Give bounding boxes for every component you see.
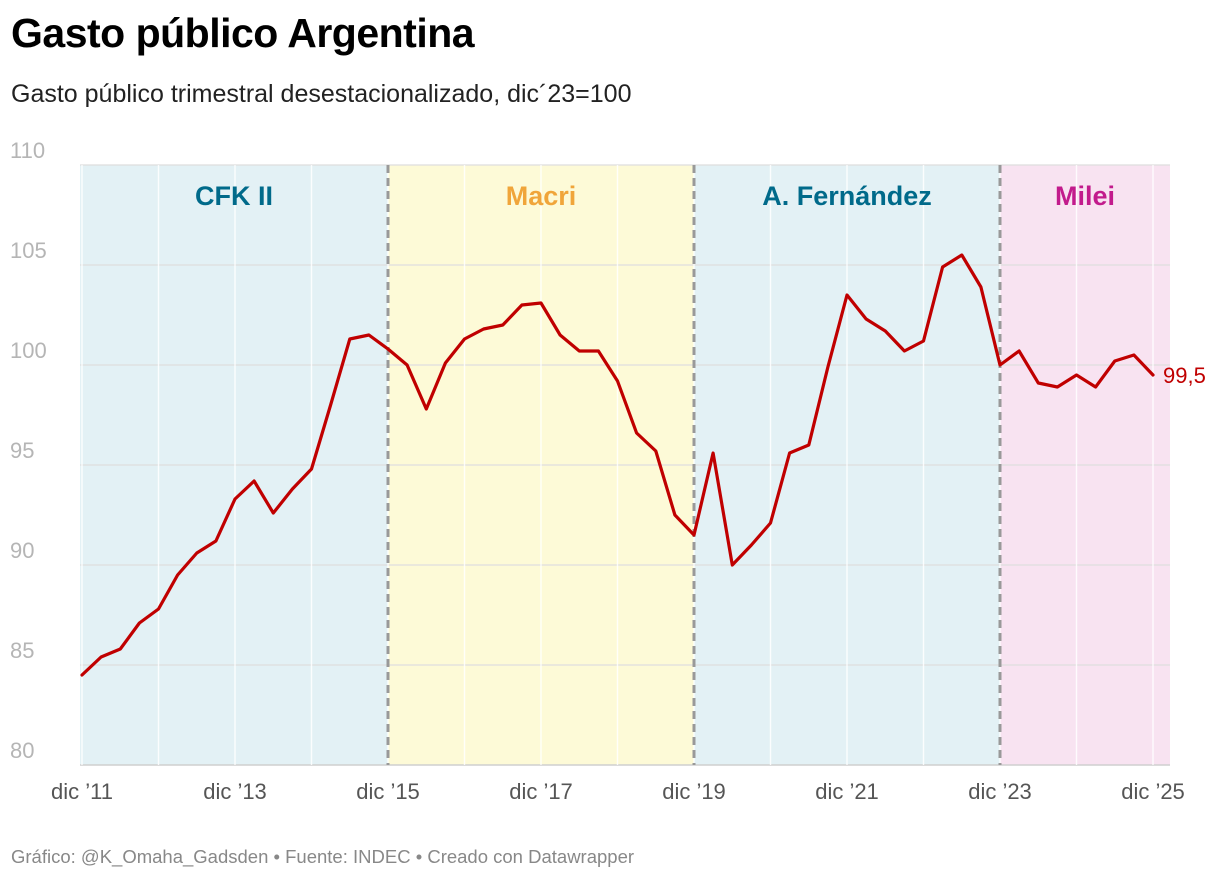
data-point [442, 360, 448, 366]
period-label-0: CFK II [195, 181, 273, 211]
data-point [289, 486, 295, 492]
y-tick-label-0: 80 [10, 738, 34, 763]
data-point [404, 362, 410, 368]
chart-credit: Gráfico: @K_Omaha_Gadsden [11, 846, 269, 867]
data-point [117, 646, 123, 652]
data-point [615, 378, 621, 384]
data-point [653, 448, 659, 454]
data-point [806, 442, 812, 448]
y-axis-ticks: 80 85 90 95 100 105 110 [10, 138, 47, 763]
y-tick-label-4: 100 [10, 338, 47, 363]
data-point [251, 478, 257, 484]
x-tick-label-0: dic ’11 [51, 779, 113, 804]
data-point [1074, 372, 1080, 378]
period-labels: CFK II Macri A. Fernández Milei [195, 181, 1115, 211]
data-point [959, 252, 965, 258]
data-point [978, 284, 984, 290]
y-tick-label-6: 110 [10, 138, 45, 163]
data-point [901, 348, 907, 354]
data-point [98, 654, 104, 660]
x-tick-label-5: dic ’21 [815, 779, 879, 804]
period-label-1: Macri [506, 181, 577, 211]
y-tick-label-5: 105 [10, 238, 47, 263]
y-tick-label-1: 85 [10, 638, 34, 663]
tool-credit: Creado con Datawrapper [427, 846, 635, 867]
series-layer: 99,5 [79, 252, 1206, 678]
period-dividers [386, 165, 1002, 765]
data-point [882, 328, 888, 334]
data-point [270, 510, 276, 516]
data-point [309, 466, 315, 472]
data-point [634, 430, 640, 436]
data-point [997, 362, 1003, 368]
data-point [768, 520, 774, 526]
footer-separator-1: • [273, 846, 280, 867]
data-point [1131, 352, 1137, 358]
footer-separator-2: • [415, 846, 423, 867]
data-point [1093, 384, 1099, 390]
data-point [423, 406, 429, 412]
data-point [729, 562, 735, 568]
data-point [232, 496, 238, 502]
data-point [691, 532, 697, 538]
data-point [519, 302, 525, 308]
source-credit: Fuente: INDEC [285, 846, 411, 867]
data-point [500, 322, 506, 328]
data-point [595, 348, 601, 354]
data-point [366, 332, 372, 338]
period-label-2: A. Fernández [762, 181, 932, 211]
data-point [156, 606, 162, 612]
data-point [748, 542, 754, 548]
data-point [136, 620, 142, 626]
chart-subtitle: Gasto público trimestral desestacionaliz… [11, 80, 632, 108]
x-tick-label-3: dic ’17 [509, 779, 573, 804]
x-tick-label-2: dic ’15 [356, 779, 420, 804]
x-axis-ticks: dic ’11 dic ’13 dic ’15 dic ’17 dic ’19 dic ’… [51, 779, 1185, 804]
series-line-0 [80, 253, 1155, 677]
data-point [672, 512, 678, 518]
data-point [825, 364, 831, 370]
chart-title: Gasto público Argentina [11, 10, 475, 56]
data-point [79, 672, 85, 678]
data-point [844, 292, 850, 298]
data-point [347, 336, 353, 342]
data-point [462, 336, 468, 342]
data-point [576, 348, 582, 354]
x-tick-label-4: dic ’19 [662, 779, 726, 804]
data-point [787, 450, 793, 456]
data-point [385, 346, 391, 352]
x-tick-label-1: dic ’13 [203, 779, 267, 804]
data-point [538, 300, 544, 306]
end-value-label: 99,5 [1163, 363, 1206, 388]
data-point [863, 316, 869, 322]
footer: Gráfico: @K_Omaha_Gadsden • Fuente: INDE… [11, 846, 634, 868]
data-point [1016, 348, 1022, 354]
x-tick-label-7: dic ’25 [1121, 779, 1185, 804]
data-point [921, 338, 927, 344]
data-point [328, 402, 334, 408]
data-point [710, 450, 716, 456]
data-point [175, 572, 181, 578]
x-tick-label-6: dic ’23 [968, 779, 1032, 804]
y-tick-label-3: 95 [10, 438, 34, 463]
data-point [1054, 384, 1060, 390]
data-point [1150, 372, 1156, 378]
data-point [1035, 380, 1041, 386]
period-label-3: Milei [1055, 181, 1115, 211]
data-point [213, 538, 219, 544]
data-point [940, 264, 946, 270]
data-point [194, 550, 200, 556]
data-point [481, 326, 487, 332]
y-tick-label-2: 90 [10, 538, 34, 563]
data-point [557, 332, 563, 338]
data-point [1112, 358, 1118, 364]
